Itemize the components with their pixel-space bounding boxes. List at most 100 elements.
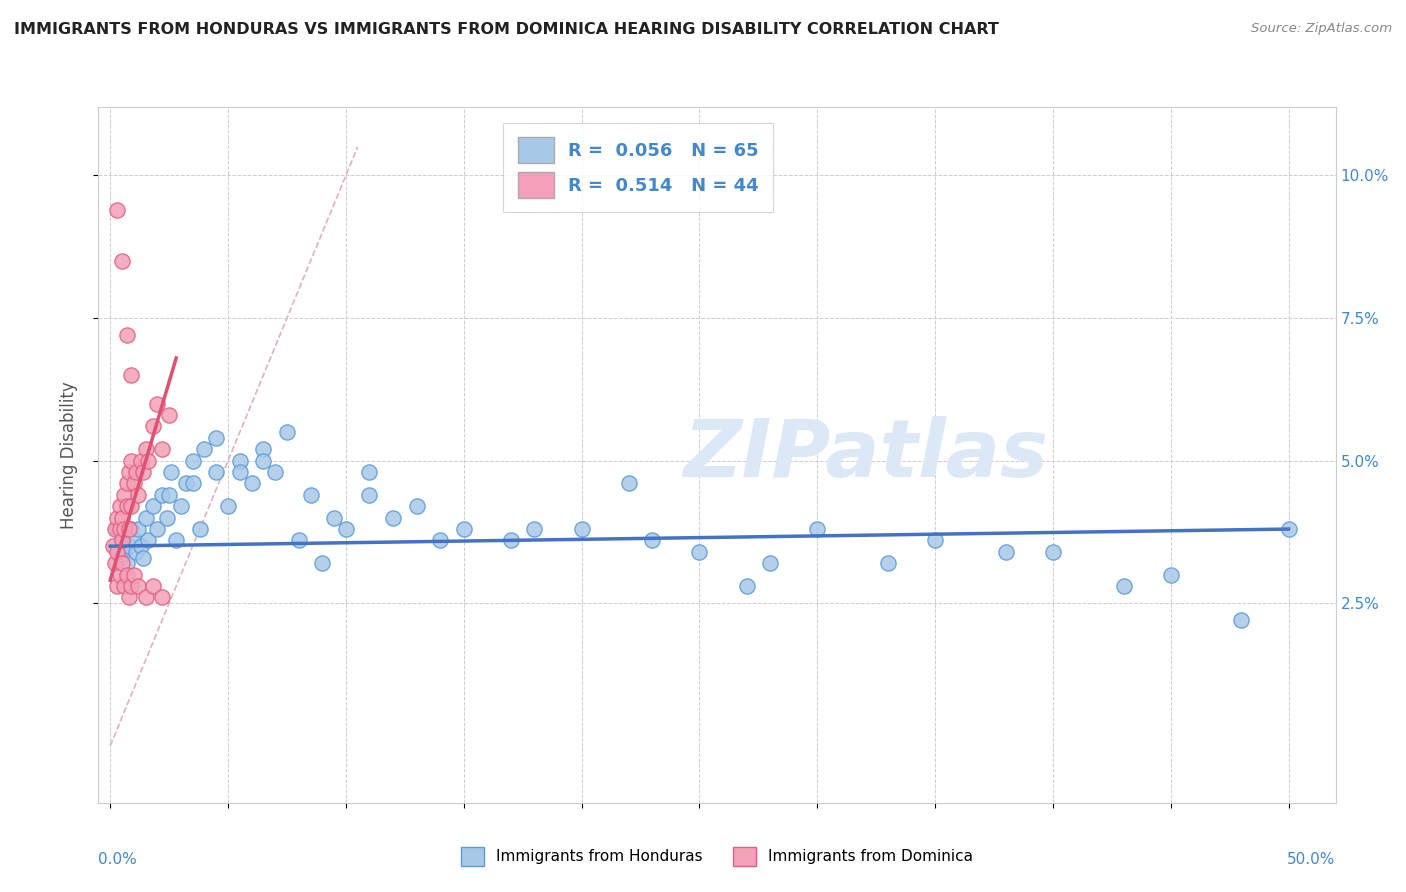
Point [1230,613,1253,627]
Point [276,425,298,439]
Point [287,533,309,548]
Point [108,522,131,536]
Y-axis label: Hearing Disability: Hearing Disability [59,381,77,529]
Point [174,476,197,491]
Point [924,533,946,548]
Point [142,419,165,434]
Point [111,533,134,548]
Point [323,510,346,524]
Point [205,431,228,445]
Point [118,539,141,553]
Point [205,465,228,479]
Point [108,550,131,565]
Point [135,442,157,457]
Point [335,522,357,536]
Point [453,522,475,536]
Point [125,465,148,479]
Point [112,579,135,593]
Text: ZIPatlas: ZIPatlas [683,416,1047,494]
Point [264,465,287,479]
Point [115,328,138,343]
Point [127,488,149,502]
Text: 0.0%: 0.0% [98,852,138,866]
Text: Source: ZipAtlas.com: Source: ZipAtlas.com [1251,22,1392,36]
Point [156,510,179,524]
Point [229,453,252,467]
Point [1112,579,1135,593]
Point [150,442,173,457]
Point [735,579,758,593]
Point [108,567,131,582]
Point [108,500,131,514]
Point [105,202,128,217]
Point [157,488,180,502]
Point [115,567,138,582]
Point [111,556,134,570]
Point [118,522,141,536]
Point [641,533,664,548]
Point [105,510,128,524]
Point [136,453,159,467]
Point [759,556,782,570]
Point [132,550,155,565]
Point [150,488,173,502]
Point [122,567,145,582]
Point [146,396,169,410]
Point [122,476,145,491]
Point [299,488,322,502]
Point [104,556,127,570]
Point [405,500,427,514]
Point [111,533,134,548]
Text: IMMIGRANTS FROM HONDURAS VS IMMIGRANTS FROM DOMINICA HEARING DISABILITY CORRELAT: IMMIGRANTS FROM HONDURAS VS IMMIGRANTS F… [14,22,998,37]
Point [132,465,155,479]
Point [1042,545,1064,559]
Point [994,545,1017,559]
Point [359,488,381,502]
Point [111,254,134,268]
Point [105,545,128,559]
Point [806,522,828,536]
Point [252,442,274,457]
Point [240,476,263,491]
Point [160,465,183,479]
Point [118,465,141,479]
Point [165,533,187,548]
Point [125,545,148,559]
Point [523,522,546,536]
Point [1160,567,1182,582]
Point [115,500,138,514]
Point [499,533,522,548]
Point [115,556,138,570]
Point [120,522,142,536]
Point [170,500,193,514]
Point [112,545,135,559]
Text: 50.0%: 50.0% [1288,852,1336,866]
Point [429,533,451,548]
Point [617,476,640,491]
Point [877,556,900,570]
Point [101,539,124,553]
Point [112,488,135,502]
Point [105,579,128,593]
Point [129,539,152,553]
Point [142,500,165,514]
Point [120,579,142,593]
Point [181,453,204,467]
Point [181,476,204,491]
Point [382,510,405,524]
Point [112,522,135,536]
Point [122,533,145,548]
Point [229,465,252,479]
Point [105,522,128,536]
Point [136,533,159,548]
Point [111,510,134,524]
Point [157,408,180,422]
Point [129,453,152,467]
Point [118,591,141,605]
Point [193,442,215,457]
Point [127,579,149,593]
Point [146,522,169,536]
Point [142,579,165,593]
Point [188,522,211,536]
Point [120,368,142,382]
